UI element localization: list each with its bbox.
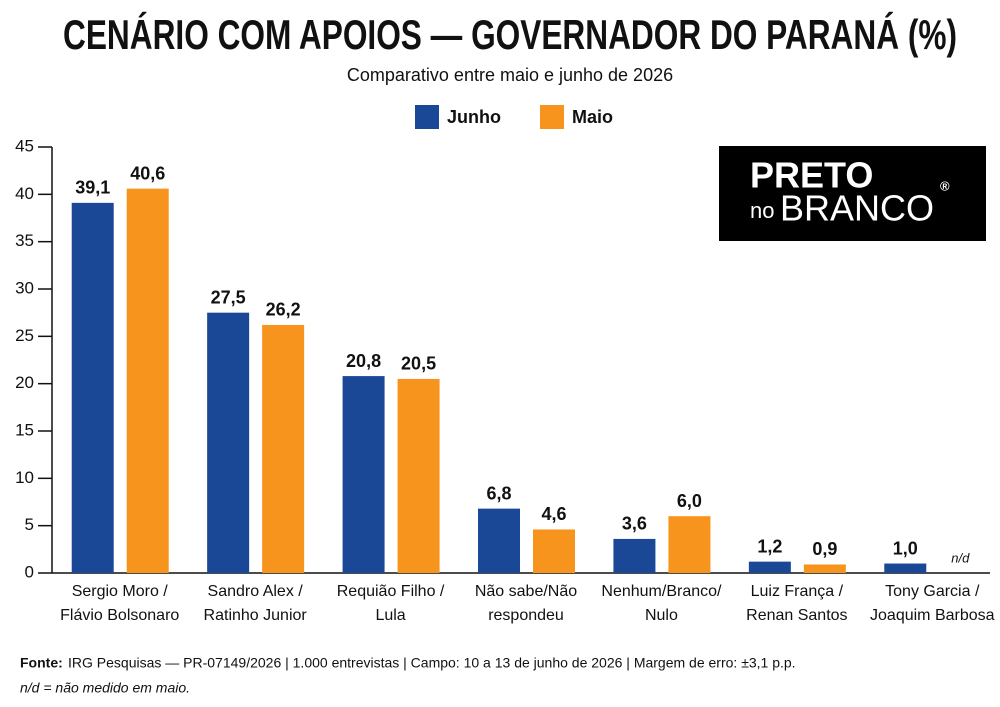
y-tick-label: 30 (15, 278, 34, 297)
bar (397, 378, 440, 573)
y-tick-label: 25 (15, 326, 34, 345)
x-tick-label: Lula (375, 607, 405, 624)
y-tick-label: 20 (15, 373, 34, 392)
value-label: 1,0 (893, 538, 918, 558)
x-tick-label: Sandro Alex / (208, 583, 304, 600)
x-tick-label: Sergio Moro / (72, 583, 169, 600)
value-label: n/d (951, 550, 970, 565)
bar (803, 564, 846, 573)
bar (668, 516, 711, 573)
y-tick-label: 0 (25, 562, 34, 581)
bar (533, 529, 575, 573)
source-label: Fonte: (20, 655, 63, 671)
x-tick-label: Renan Santos (746, 607, 847, 624)
chart-subtitle: Comparativo entre maio e junho de 2026 (347, 65, 673, 85)
value-label: 20,8 (346, 351, 381, 371)
x-tick-label: Joaquim Barbosa (870, 607, 995, 624)
value-label: 39,1 (75, 178, 110, 198)
x-tick-label: respondeu (488, 607, 564, 624)
legend-swatch (540, 105, 564, 129)
y-tick-label: 35 (15, 231, 34, 250)
y-tick-label: 40 (15, 184, 34, 203)
bar (207, 312, 250, 573)
x-tick-label: Não sabe/Não (475, 583, 577, 600)
x-tick-label: Flávio Bolsonaro (60, 607, 179, 624)
value-label: 6,0 (677, 491, 702, 511)
value-label: 27,5 (211, 287, 246, 307)
value-label: 20,5 (401, 354, 436, 374)
bar (342, 376, 385, 573)
logo: PRETO no BRANCO ® (719, 146, 986, 241)
source: IRG Pesquisas — PR-07149/2026 | 1.000 en… (68, 655, 796, 671)
value-label: 6,8 (486, 483, 511, 503)
legend-label: Junho (447, 107, 501, 127)
x-tick-label: Nulo (645, 607, 678, 624)
bar (884, 563, 927, 573)
logo-text: BRANCO (780, 188, 934, 229)
bar (613, 538, 656, 573)
legend-label: Maio (572, 107, 613, 127)
x-tick-label: Nenhum/Branco/ (601, 583, 722, 600)
value-label: 3,6 (622, 514, 647, 534)
y-tick-label: 5 (25, 515, 34, 534)
bar (478, 508, 520, 573)
note: n/d = não medido em maio. (20, 680, 190, 696)
chart-title: CENÁRIO COM APOIOS — GOVERNADOR DO PARAN… (63, 11, 957, 58)
x-tick-label: Luiz França / (751, 583, 844, 600)
y-tick-label: 45 (15, 136, 34, 155)
legend-swatch (415, 105, 439, 129)
logo-text: no (750, 198, 774, 223)
bar (748, 561, 791, 573)
value-label: 0,9 (812, 539, 837, 559)
bar (262, 324, 305, 573)
value-label: 1,2 (757, 536, 782, 556)
x-tick-label: Requião Filho / (337, 583, 445, 600)
logo-text: ® (940, 178, 950, 193)
y-tick-label: 15 (15, 420, 34, 439)
bar (126, 188, 169, 574)
x-tick-label: Ratinho Junior (204, 607, 308, 624)
value-label: 26,2 (266, 300, 301, 320)
value-label: 40,6 (130, 163, 165, 183)
logo-text: PRETO (750, 155, 873, 196)
bar (71, 202, 114, 573)
value-label: 4,6 (541, 504, 566, 524)
x-tick-label: Tony Garcia / (885, 583, 980, 600)
logo-box (719, 146, 986, 241)
y-tick-label: 10 (15, 468, 34, 487)
